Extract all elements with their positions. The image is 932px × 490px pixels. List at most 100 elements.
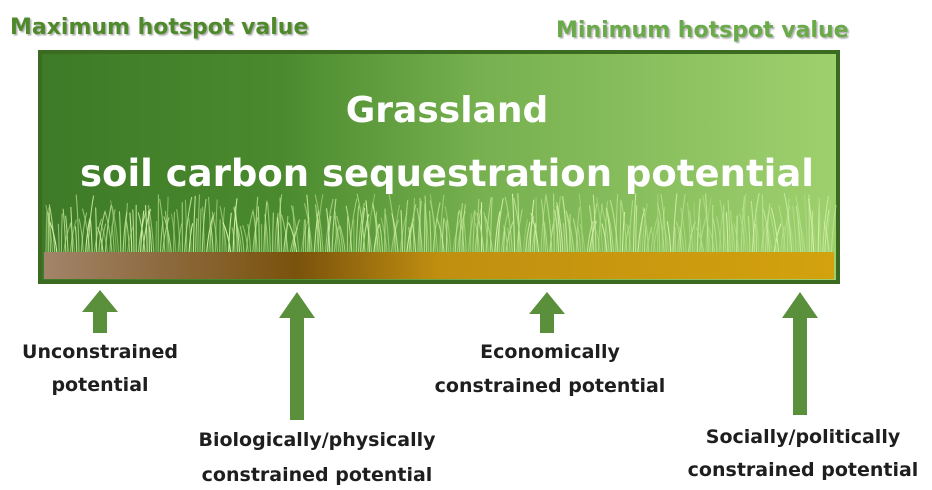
grass-blade [104, 204, 112, 254]
grass-blade [483, 211, 489, 254]
grass-blade [129, 212, 133, 254]
grass-blade [666, 221, 672, 254]
grass-blade [424, 195, 428, 254]
grass-blade [628, 200, 634, 254]
grass-blade [349, 198, 358, 254]
grass-blade [408, 204, 417, 254]
grass-blade [639, 221, 643, 254]
grass-blade [391, 213, 399, 254]
grass-blade [207, 196, 212, 254]
grass-blade [237, 227, 243, 254]
grass-blade [807, 198, 815, 254]
grass-blade [355, 205, 360, 254]
grass-blade [741, 207, 749, 254]
grass-blade [826, 200, 832, 254]
arrow [279, 292, 315, 420]
grass-blade [484, 215, 494, 254]
grass-blade [562, 223, 566, 254]
grass-blade [660, 194, 667, 254]
grass-blade [459, 209, 465, 254]
grass-blade [95, 207, 98, 254]
grass-blade [535, 196, 538, 254]
grass-blade [649, 227, 656, 254]
grass-blade [621, 211, 626, 254]
grass-blade [257, 206, 260, 254]
grass-blade [719, 199, 727, 254]
grass-blade [606, 210, 615, 254]
grass-blade [824, 209, 830, 254]
grass-blade [476, 212, 485, 254]
grass-blade [555, 196, 561, 254]
grass-blade [679, 193, 686, 254]
grass-blade [162, 217, 170, 254]
grass-blade [195, 218, 198, 254]
grass-blade [783, 193, 793, 254]
grass-blade [424, 206, 430, 254]
grass-blade [698, 215, 708, 254]
grass-blade [314, 204, 320, 254]
grass-blade [411, 222, 417, 254]
grass-blade [696, 198, 701, 254]
grass-blade [110, 200, 117, 254]
grass-blade [144, 205, 148, 254]
grass-blade [148, 226, 153, 254]
grass-blade [126, 225, 135, 254]
grass-blade [444, 206, 452, 254]
grass-blade [81, 208, 91, 254]
grass-blade [525, 221, 531, 254]
grass-blade [593, 225, 601, 254]
grass-blade [222, 221, 232, 254]
grass-blade [439, 194, 445, 254]
grass-blade [197, 194, 201, 254]
grass-blade [404, 200, 409, 254]
grass-blade [75, 194, 80, 254]
grass-blade [657, 219, 661, 254]
grass-blade [780, 225, 785, 254]
grass-blade [356, 193, 366, 254]
grass-blade [345, 205, 353, 254]
grass-blade [641, 203, 648, 254]
grass-blade [93, 218, 103, 254]
grass-blade [476, 198, 480, 254]
grass-blade [795, 195, 804, 254]
grass-blade [676, 221, 683, 254]
grass-blade [624, 224, 630, 254]
grass-blade [770, 207, 780, 254]
grass-blade [159, 198, 166, 254]
grass-blade [554, 209, 560, 254]
grass-blade [288, 223, 298, 254]
grass-blade [366, 193, 376, 254]
grass-blade [725, 212, 729, 254]
grass-blade [762, 208, 771, 254]
grass-blade [542, 217, 549, 254]
grass-blade [621, 201, 628, 254]
label: constrained potential [688, 459, 919, 481]
grass-blade [48, 204, 56, 254]
title-line: Grassland [346, 90, 548, 131]
grass-blade [661, 206, 666, 254]
grass-blade [188, 218, 192, 254]
grass-blade [214, 199, 218, 254]
grass-blade [290, 204, 300, 254]
grass-blade [556, 202, 564, 254]
grass-blade [252, 211, 258, 254]
grass-blade [423, 203, 426, 254]
grass-blade [276, 217, 280, 254]
grass-blade [707, 225, 716, 254]
grass-blade [371, 204, 381, 254]
grass-blade [750, 200, 755, 254]
arrow [529, 292, 565, 333]
grass-blade [545, 194, 553, 254]
grass-blade [740, 196, 745, 254]
grass-blade [65, 215, 69, 254]
grass-blade [656, 202, 665, 254]
grass-blade [731, 224, 736, 254]
grass-blade [264, 213, 269, 254]
grass-blade [778, 205, 786, 254]
label: Biologically/physically [199, 429, 437, 451]
grass-blade [132, 209, 135, 254]
grass-blade [210, 226, 214, 254]
grass-blade [601, 223, 608, 254]
grass-blade [60, 213, 63, 254]
grass-blade [432, 202, 441, 254]
